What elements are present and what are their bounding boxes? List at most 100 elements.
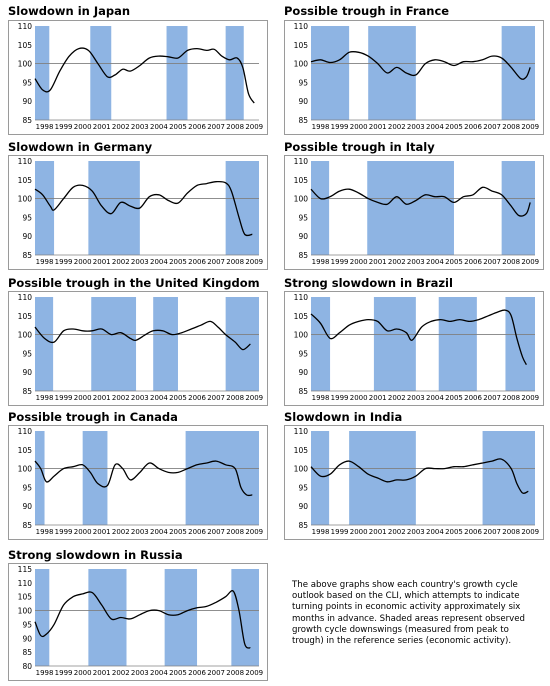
x-tick-label: 2006 bbox=[464, 123, 482, 131]
x-tick-label: 2008 bbox=[502, 528, 520, 536]
x-tick-label: 2005 bbox=[169, 123, 187, 131]
y-tick-label: 85 bbox=[22, 116, 32, 125]
shaded-region bbox=[91, 297, 137, 391]
y-tick-label: 110 bbox=[18, 579, 33, 588]
x-tick-label: 1999 bbox=[331, 394, 349, 402]
x-tick-label: 2002 bbox=[388, 394, 406, 402]
y-tick-label: 110 bbox=[294, 293, 309, 302]
x-tick-label: 2008 bbox=[502, 123, 520, 131]
x-tick-label: 1999 bbox=[331, 258, 349, 266]
x-tick-label: 1998 bbox=[312, 123, 330, 131]
chart-title: Possible trough in France bbox=[284, 4, 450, 18]
y-tick-label: 100 bbox=[294, 60, 309, 69]
x-tick-label: 2008 bbox=[502, 394, 520, 402]
x-tick-label: 2004 bbox=[426, 528, 444, 536]
cli-series-line bbox=[34, 180, 253, 237]
x-tick-label: 2002 bbox=[112, 394, 130, 402]
y-tick-label: 105 bbox=[294, 446, 309, 455]
x-tick-label: 2000 bbox=[350, 123, 368, 131]
shaded-region bbox=[231, 569, 259, 666]
y-tick-label: 95 bbox=[22, 483, 32, 492]
x-tick-label: 2003 bbox=[407, 394, 425, 402]
y-tick-label: 100 bbox=[18, 465, 33, 474]
chart-title: Slowdown in Japan bbox=[8, 4, 131, 18]
x-tick-label: 2000 bbox=[350, 394, 368, 402]
y-tick-label: 105 bbox=[18, 593, 33, 602]
y-tick-label: 105 bbox=[294, 312, 309, 321]
chart-svg: 80 85 90 95 100 105 110 115 1998 1999 2000 2001 2002… bbox=[18, 565, 263, 677]
x-tick-label: 2002 bbox=[112, 258, 130, 266]
x-tick-label: 2005 bbox=[445, 258, 463, 266]
shaded-region bbox=[164, 569, 198, 666]
y-tick-label: 95 bbox=[298, 349, 308, 358]
cli-series-line bbox=[34, 460, 253, 497]
shaded-region bbox=[82, 431, 108, 525]
x-tick-label: 2004 bbox=[150, 669, 168, 677]
x-tick-label: 2000 bbox=[350, 258, 368, 266]
shaded-region bbox=[311, 161, 330, 255]
x-tick-label: 2009 bbox=[245, 258, 263, 266]
x-tick-label: 1999 bbox=[55, 394, 73, 402]
x-tick-label: 2007 bbox=[207, 123, 225, 131]
x-tick-label: 2004 bbox=[150, 123, 168, 131]
y-tick-label: 100 bbox=[18, 60, 33, 69]
y-tick-label: 110 bbox=[294, 427, 309, 436]
shaded-region bbox=[35, 26, 50, 120]
y-tick-label: 90 bbox=[22, 502, 32, 511]
chart-frame: 80 85 90 95 100 105 110 115 1998 1999 2000 2001 2002… bbox=[8, 563, 268, 681]
y-tick-label: 85 bbox=[298, 387, 308, 396]
x-tick-label: 2007 bbox=[207, 394, 225, 402]
y-tick-label: 95 bbox=[298, 213, 308, 222]
x-tick-label: 2008 bbox=[226, 258, 244, 266]
y-tick-label: 110 bbox=[294, 157, 309, 166]
x-tick-label: 1999 bbox=[331, 528, 349, 536]
x-tick-label: 2008 bbox=[502, 258, 520, 266]
y-tick-label: 100 bbox=[18, 607, 33, 616]
cli-series-line bbox=[310, 50, 531, 80]
chart-frame: 85 90 95 100 105 110 1998 1999 2000 2001 2002 2003 2… bbox=[8, 155, 268, 270]
chart-title: Slowdown in Germany bbox=[8, 140, 153, 154]
x-tick-label: 2009 bbox=[521, 258, 539, 266]
y-tick-label: 85 bbox=[22, 251, 32, 260]
y-tick-label: 90 bbox=[22, 97, 32, 106]
chart-frame: 85 90 95 100 105 110 1998 1999 2000 2001 2002 2003 2… bbox=[8, 425, 268, 540]
shaded-region bbox=[311, 431, 330, 525]
y-tick-label: 90 bbox=[298, 232, 308, 241]
x-tick-label: 2002 bbox=[388, 258, 406, 266]
cli-series-line bbox=[310, 458, 529, 494]
shaded-region bbox=[367, 161, 454, 255]
y-tick-label: 100 bbox=[18, 331, 33, 340]
x-tick-label: 2001 bbox=[93, 669, 111, 677]
x-tick-label: 2006 bbox=[188, 528, 206, 536]
shaded-region bbox=[311, 26, 350, 120]
x-tick-label: 2009 bbox=[245, 528, 263, 536]
x-tick-label: 2006 bbox=[464, 258, 482, 266]
x-tick-label: 1998 bbox=[36, 669, 54, 677]
x-tick-label: 2008 bbox=[226, 394, 244, 402]
x-tick-label: 2005 bbox=[169, 258, 187, 266]
x-tick-label: 2000 bbox=[74, 258, 92, 266]
shaded-region bbox=[35, 431, 45, 525]
x-tick-label: 2005 bbox=[169, 528, 187, 536]
y-tick-label: 95 bbox=[22, 349, 32, 358]
x-tick-label: 2007 bbox=[207, 258, 225, 266]
shaded-region bbox=[225, 161, 259, 255]
x-tick-label: 2001 bbox=[93, 528, 111, 536]
y-tick-label: 85 bbox=[22, 521, 32, 530]
x-tick-label: 2006 bbox=[464, 528, 482, 536]
x-tick-label: 2000 bbox=[74, 123, 92, 131]
chart-frame: 85 90 95 100 105 110 1998 1999 2000 2001 2002 2003 2… bbox=[284, 155, 544, 270]
x-tick-label: 2007 bbox=[483, 394, 501, 402]
y-tick-label: 115 bbox=[18, 565, 33, 574]
y-tick-label: 110 bbox=[18, 427, 33, 436]
chart-frame: 85 90 95 100 105 110 1998 1999 2000 2001 2002 2003 2… bbox=[284, 425, 544, 540]
x-tick-label: 2001 bbox=[93, 123, 111, 131]
x-tick-label: 2005 bbox=[445, 123, 463, 131]
x-tick-label: 2007 bbox=[207, 528, 225, 536]
x-tick-label: 2006 bbox=[464, 394, 482, 402]
